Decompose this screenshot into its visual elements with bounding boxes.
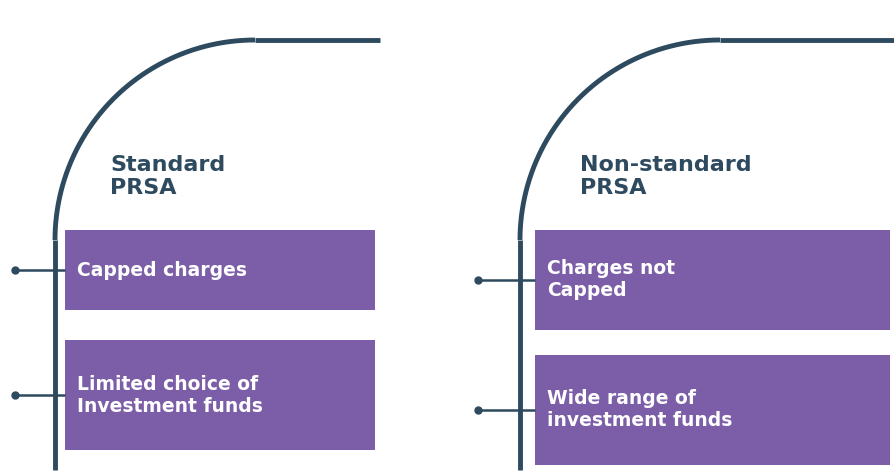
- FancyBboxPatch shape: [535, 355, 890, 465]
- Text: Capped charges: Capped charges: [77, 260, 247, 279]
- FancyBboxPatch shape: [65, 340, 375, 450]
- Text: Charges not
Capped: Charges not Capped: [547, 259, 675, 300]
- Text: Wide range of
investment funds: Wide range of investment funds: [547, 389, 732, 430]
- Text: Limited choice of
Investment funds: Limited choice of Investment funds: [77, 375, 263, 416]
- Text: Standard
PRSA: Standard PRSA: [110, 155, 225, 198]
- Text: Non-standard
PRSA: Non-standard PRSA: [580, 155, 752, 198]
- FancyBboxPatch shape: [535, 230, 890, 330]
- FancyBboxPatch shape: [65, 230, 375, 310]
